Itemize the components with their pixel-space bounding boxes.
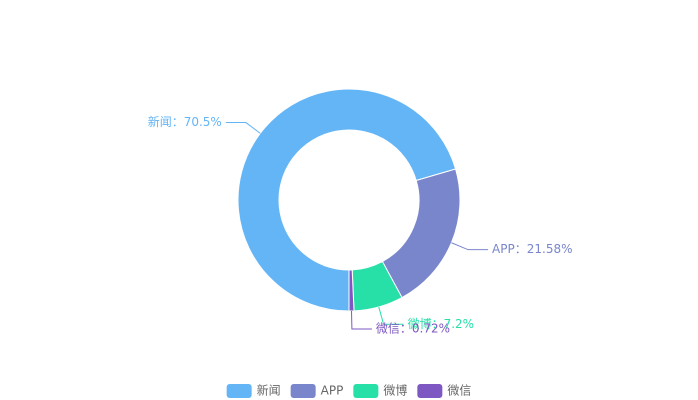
leader-line-3	[351, 310, 372, 330]
legend-label-2: 微博	[383, 383, 407, 398]
slice-labels: 新闻：70.5% APP：21.58% 微博：7.2%微信：0.72%	[148, 114, 573, 335]
leader-line-0	[225, 122, 261, 134]
leader-line-2	[378, 306, 404, 325]
slice-label-1: APP：21.58%	[492, 242, 572, 256]
leader-line-1	[451, 242, 489, 251]
pie-slices	[237, 88, 461, 312]
legend-swatch-0	[226, 384, 252, 398]
legend-label-1: APP	[321, 384, 344, 398]
pie-slice-3[interactable]	[348, 269, 355, 312]
legend-swatch-3	[417, 384, 443, 398]
legend-item-0[interactable]: 新闻	[226, 383, 281, 399]
legend-label-3: 微信	[447, 384, 471, 398]
legend-item-1[interactable]: APP	[290, 384, 344, 399]
legend-item-2[interactable]: 微博	[353, 383, 407, 399]
legend-item-3[interactable]: 微信	[417, 384, 471, 399]
slice-label-2: 微博：7.2%	[408, 316, 475, 331]
legend: 新闻 APP 微博 微信	[226, 383, 471, 399]
slice-label-0: 新闻：70.5%	[148, 114, 222, 129]
pie-slice-1[interactable]	[381, 168, 461, 299]
slice-label-3: 微信：0.72%	[376, 321, 450, 335]
legend-swatch-1	[290, 384, 316, 398]
legend-swatch-2	[353, 384, 379, 398]
pie-slice-0[interactable]	[237, 88, 457, 312]
legend-label-0: 新闻	[257, 383, 281, 398]
leader-lines	[225, 122, 489, 330]
